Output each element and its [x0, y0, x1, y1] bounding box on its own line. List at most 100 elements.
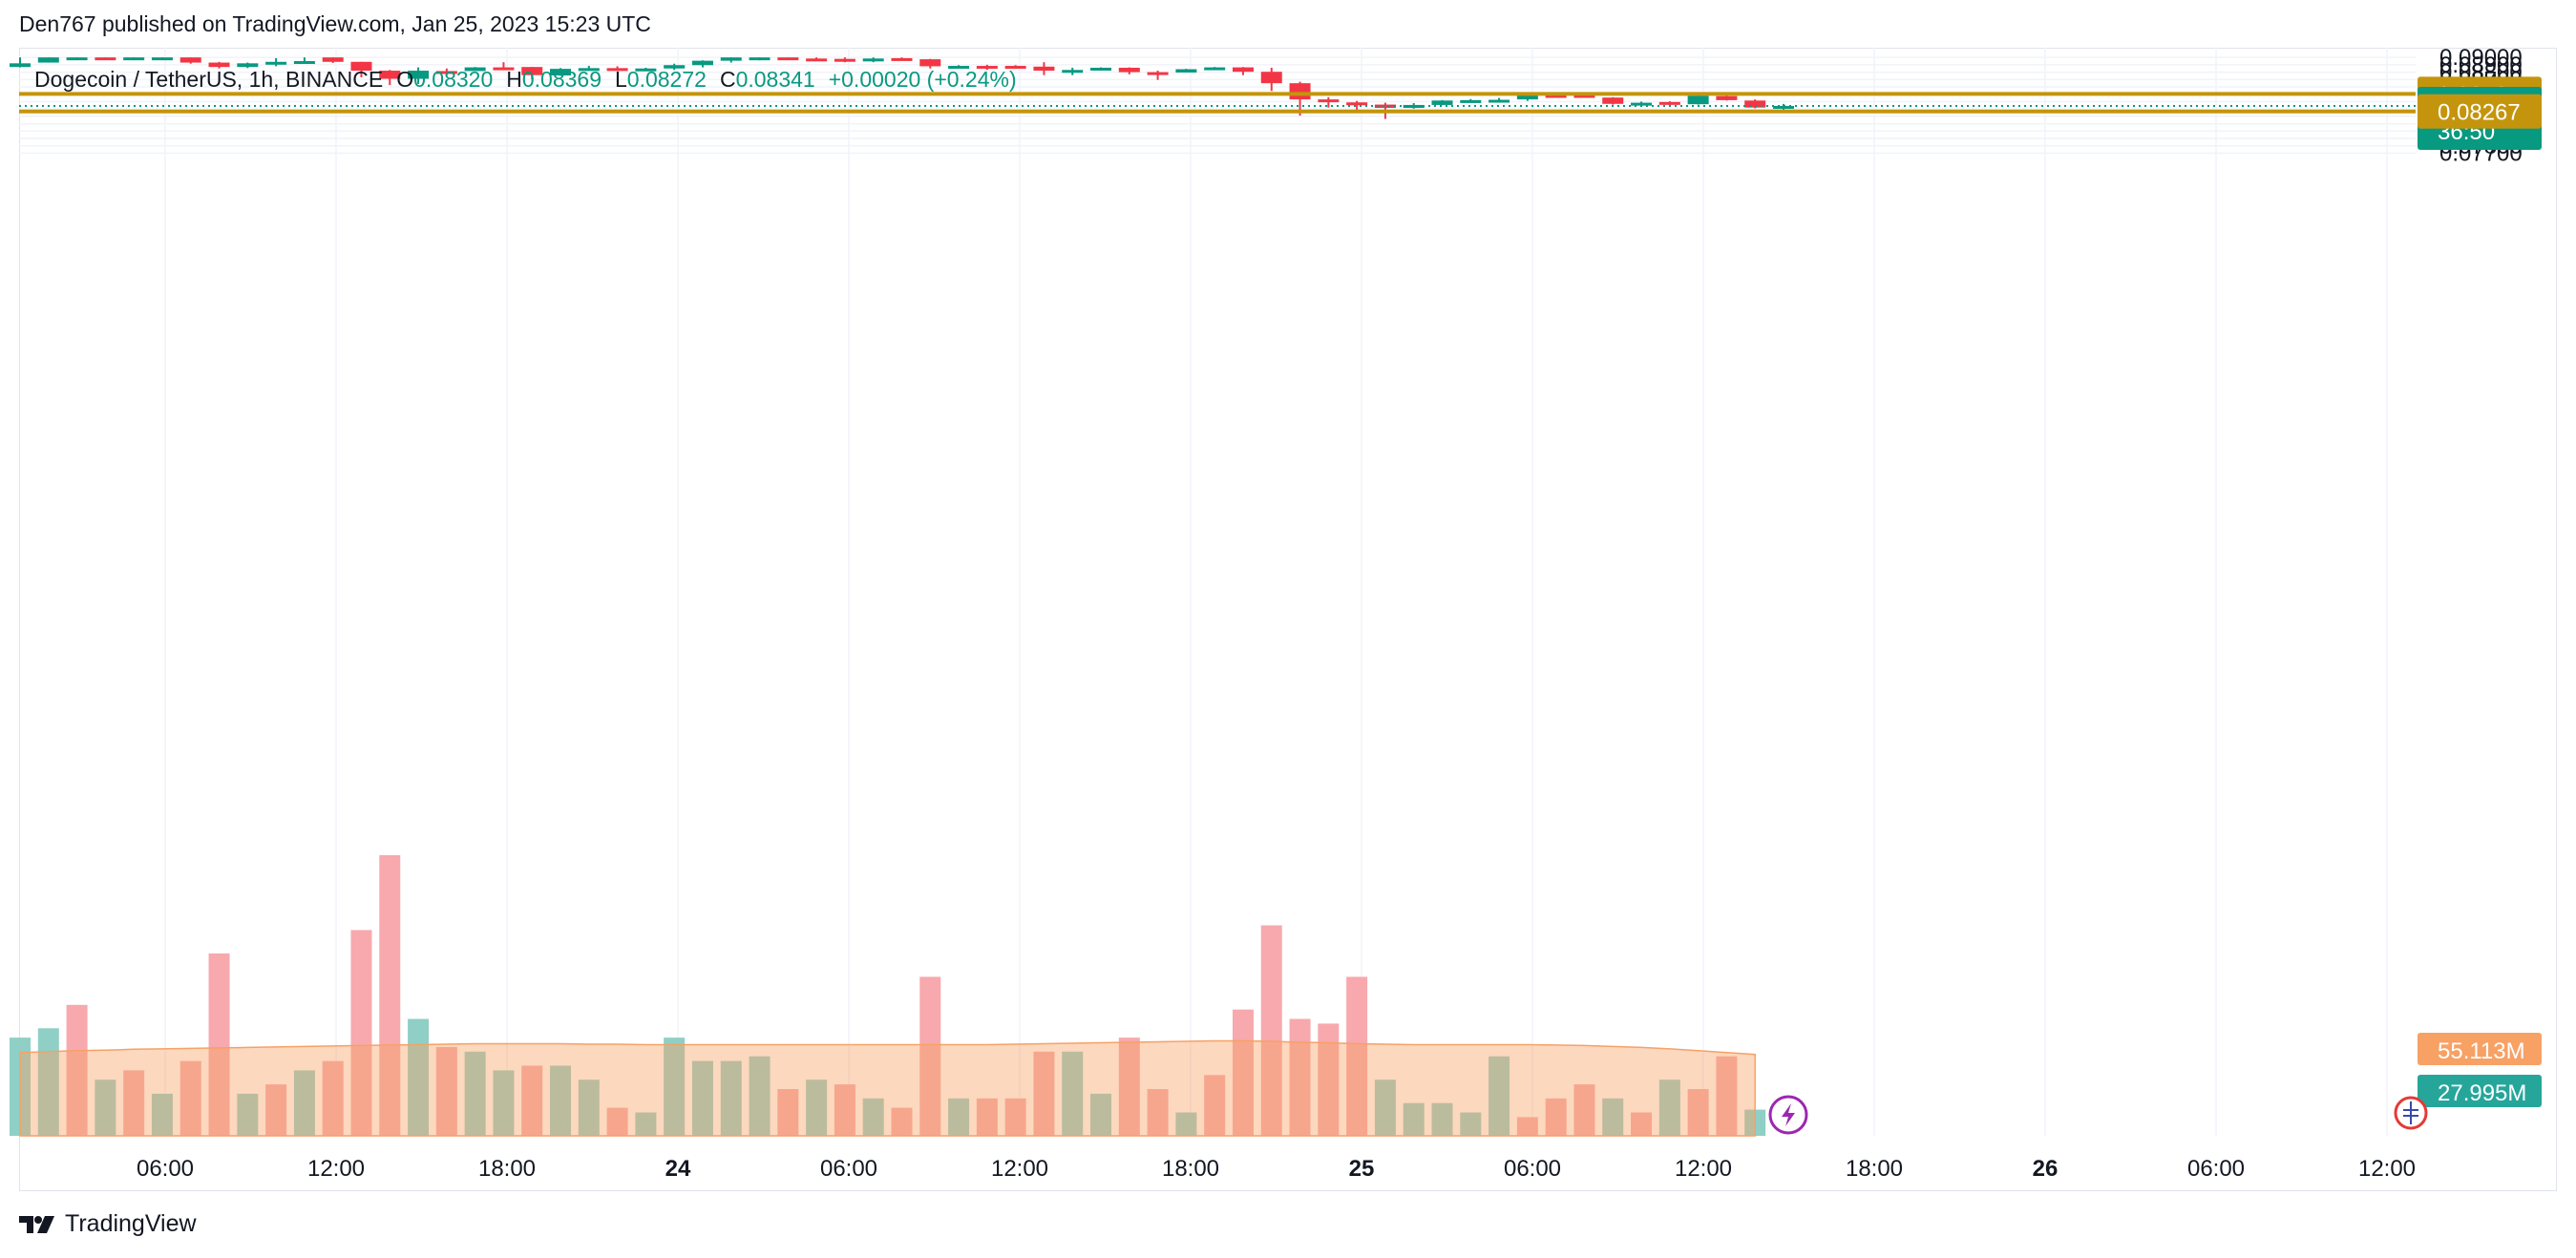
candle-body [10, 63, 31, 68]
candle [1318, 96, 1340, 108]
time-tick-label: 18:00 [1162, 1156, 1219, 1182]
brand-name: TradingView [65, 1210, 197, 1237]
volume-bar [1602, 1098, 1624, 1136]
candle-body [37, 57, 59, 63]
candle-body [1033, 66, 1055, 72]
candle [379, 70, 401, 86]
volume-bar [66, 1004, 88, 1136]
candle [1687, 94, 1709, 105]
flag-icon[interactable] [2394, 1096, 2428, 1130]
volume-ma-label: 55.113M [2438, 1038, 2525, 1064]
candle [1658, 101, 1680, 106]
flash-icon[interactable] [1768, 1095, 1808, 1135]
time-tick-label: 12:00 [307, 1156, 365, 1182]
candle [948, 65, 970, 70]
candle [1062, 67, 1084, 75]
candle [95, 57, 116, 61]
candle-body [493, 67, 515, 71]
volume-bar [322, 1060, 344, 1136]
candle [1260, 67, 1282, 92]
chart-frame [19, 48, 2557, 1191]
candle [664, 63, 686, 71]
candle [976, 64, 998, 71]
volume-bar [1033, 1051, 1055, 1136]
candle-body [123, 57, 145, 61]
candle-body [1204, 67, 1226, 71]
candle [123, 57, 145, 61]
candle [1744, 99, 1766, 109]
time-tick-label: 06:00 [137, 1156, 194, 1182]
volume-bar [1516, 1117, 1538, 1136]
candle [293, 57, 315, 65]
candle [1460, 98, 1482, 103]
volume-bar [1431, 1102, 1453, 1136]
candle-body [1318, 99, 1340, 103]
time-tick-label: 26 [2033, 1156, 2059, 1182]
candle-body [151, 57, 173, 61]
volume-bar [350, 930, 372, 1136]
candle [435, 68, 457, 75]
volume-bar [691, 1060, 713, 1136]
volume-bar [1004, 1098, 1026, 1136]
volume-bar [635, 1112, 657, 1136]
time-tick-label: 18:00 [478, 1156, 536, 1182]
candle-body [1489, 99, 1510, 103]
volume-bar [919, 976, 941, 1136]
volume-bar [1062, 1051, 1084, 1136]
candle [1147, 71, 1169, 80]
volume-bar [862, 1098, 884, 1136]
volume-ma-area [19, 1039, 1756, 1137]
lower-level-label: 0.08267 [2438, 100, 2521, 126]
price-tick-label: 0.08900 [2439, 52, 2523, 78]
candle-body [862, 58, 884, 62]
low-value: 0.08272 [626, 67, 707, 92]
volume-bar [408, 1018, 430, 1136]
time-tick-label: 12:00 [2358, 1156, 2416, 1182]
candle [1346, 100, 1368, 111]
volume-bar [1631, 1112, 1653, 1136]
candle [550, 68, 572, 76]
candle-body [919, 59, 941, 67]
candle [635, 67, 657, 72]
time-tick-label: 25 [1349, 1156, 1375, 1182]
volume-bar [179, 1060, 201, 1136]
candle-body [237, 63, 259, 68]
volume-last-label: 27.995M [2438, 1080, 2526, 1106]
candle [208, 61, 230, 69]
volume-bar [95, 1080, 116, 1136]
candles [10, 57, 1794, 119]
symbol-name[interactable]: Dogecoin / TetherUS, 1h, BINANCE [34, 67, 384, 92]
candle [862, 57, 884, 63]
candle-body [1658, 101, 1680, 105]
candle-body [806, 58, 828, 62]
candle-body [720, 57, 742, 61]
candle [1004, 65, 1026, 70]
open-value: 0.08320 [413, 67, 494, 92]
candle [1175, 69, 1197, 73]
volume-bar [293, 1070, 315, 1136]
volume-bar [806, 1080, 828, 1136]
candle [578, 66, 600, 72]
candle [720, 57, 742, 63]
close-value: 0.08341 [735, 67, 815, 92]
candle [322, 57, 344, 63]
volume-bar [1374, 1080, 1396, 1136]
candle [834, 57, 855, 63]
volume-bar [464, 1051, 486, 1136]
candle-body [1289, 83, 1311, 100]
volume-bar [550, 1065, 572, 1136]
candle-body [322, 57, 344, 62]
candle [464, 67, 486, 72]
time-tick-label: 18:00 [1846, 1156, 1903, 1182]
volume-bar [208, 953, 230, 1136]
tradingview-logo[interactable]: TradingView [19, 1210, 197, 1238]
candle-body [749, 57, 771, 61]
candle [1631, 101, 1653, 106]
volume-bar [123, 1070, 145, 1136]
volume-bar [606, 1107, 628, 1136]
volume-bar [1175, 1112, 1197, 1136]
candle [350, 61, 372, 77]
candle [237, 62, 259, 69]
